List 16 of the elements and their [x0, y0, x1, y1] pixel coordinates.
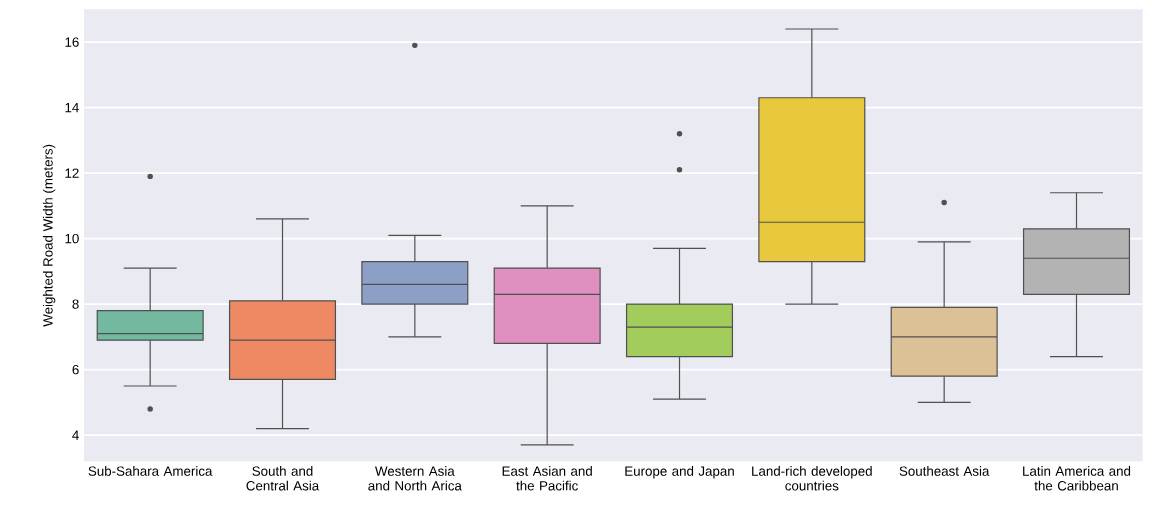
y-tick-label: 6: [72, 364, 79, 375]
x-tick-label: South and Central Asia: [246, 466, 320, 491]
y-tick-label: 12: [65, 168, 79, 178]
y-tick-label: 8: [72, 299, 79, 309]
x-tick-label: Sub-Sahara America: [88, 466, 213, 476]
y-tick-label: 14: [65, 103, 79, 113]
x-tick-label: Southeast Asia: [899, 466, 990, 476]
y-tick-label: 16: [65, 37, 79, 47]
y-axis-title: Weighted Road Width (meters): [42, 144, 56, 327]
x-tick-label: Land-rich developed countries: [752, 466, 872, 491]
x-tick-label: Latin America and the Caribbean: [1023, 466, 1131, 491]
y-tick-label: 4: [72, 430, 79, 440]
x-tick-label: Europe and Japan: [625, 466, 734, 479]
x-tick-label: East Asian and the Pacific: [502, 466, 592, 491]
x-tick-label: Western Asia and North Arica: [368, 466, 462, 491]
y-tick-label: 10: [65, 233, 79, 244]
